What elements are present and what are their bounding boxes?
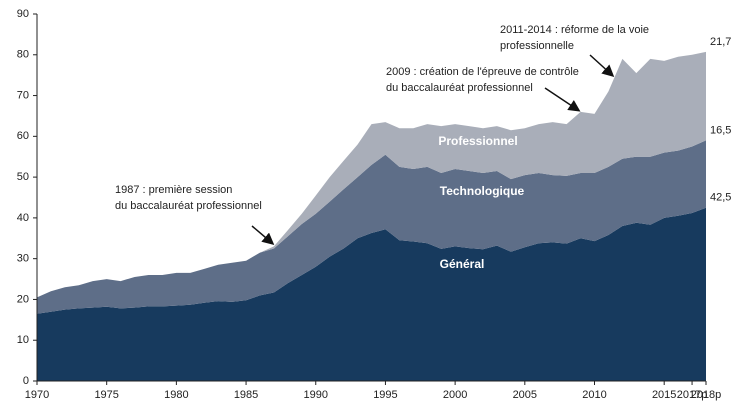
x-tick-label: 2010 bbox=[582, 389, 606, 401]
x-tick-label: 1980 bbox=[164, 389, 188, 401]
value-label: 21,7 bbox=[710, 36, 731, 48]
y-tick-label: 90 bbox=[17, 8, 29, 20]
x-tick-label: 1975 bbox=[94, 389, 118, 401]
annotation: 2009 : création de l'épreuve de contrôle bbox=[386, 66, 579, 78]
x-tick-label: 1970 bbox=[25, 389, 49, 401]
x-tick-label: 2000 bbox=[443, 389, 467, 401]
series-label: Professionnel bbox=[438, 134, 517, 148]
series-label: Technologique bbox=[440, 184, 525, 198]
annotation: du baccalauréat professionnel bbox=[386, 82, 533, 94]
x-tick-label: 2018p bbox=[691, 389, 722, 401]
x-tick-label: 1995 bbox=[373, 389, 397, 401]
area bbox=[37, 51, 706, 298]
series-label: Général bbox=[440, 257, 485, 271]
annotation: professionnelle bbox=[500, 40, 574, 52]
y-tick-label: 80 bbox=[17, 49, 29, 61]
value-label: 16,5 bbox=[710, 124, 731, 136]
annotation: 1987 : première session bbox=[115, 184, 232, 196]
annotation: du baccalauréat professionnel bbox=[115, 200, 262, 212]
y-tick-label: 0 bbox=[23, 375, 29, 387]
y-tick-label: 20 bbox=[17, 293, 29, 305]
area bbox=[37, 140, 706, 314]
x-tick-label: 1985 bbox=[234, 389, 258, 401]
x-tick-label: 2015 bbox=[652, 389, 676, 401]
x-tick-label: 2005 bbox=[513, 389, 537, 401]
y-tick-label: 50 bbox=[17, 171, 29, 183]
value-label: 42,5 bbox=[710, 192, 731, 204]
y-tick-label: 60 bbox=[17, 130, 29, 142]
y-tick-label: 40 bbox=[17, 212, 29, 224]
annotation-arrow bbox=[251, 225, 275, 245]
y-tick-label: 70 bbox=[17, 89, 29, 101]
x-tick-label: 1990 bbox=[304, 389, 328, 401]
area bbox=[37, 207, 706, 381]
x-tick-label: 2017p bbox=[677, 389, 708, 401]
y-tick-label: 10 bbox=[17, 334, 29, 346]
annotation-arrow bbox=[589, 54, 615, 78]
y-tick-label: 30 bbox=[17, 253, 29, 265]
annotation-arrow bbox=[544, 87, 581, 112]
annotation: 2011-2014 : réforme de la voie bbox=[500, 24, 649, 36]
